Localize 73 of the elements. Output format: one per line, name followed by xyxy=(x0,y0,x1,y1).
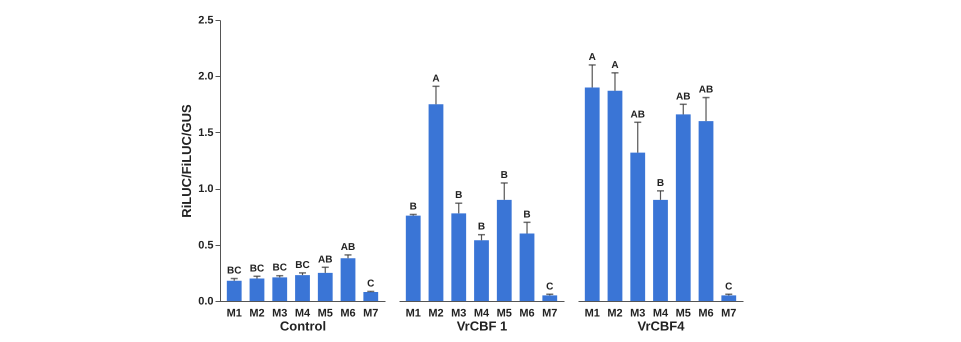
x-tick-label: M5 xyxy=(676,308,691,320)
x-tick-label: M6 xyxy=(698,308,714,320)
x-tick-label: M2 xyxy=(249,308,265,320)
x-tick-label: M4 xyxy=(294,308,312,320)
annotation: BC xyxy=(250,263,264,274)
bar xyxy=(318,272,333,301)
x-tick-label: M1 xyxy=(406,308,421,320)
annotation: B xyxy=(455,190,462,202)
y-tick-label: 2.0 xyxy=(198,70,214,83)
annotation: AB xyxy=(630,109,645,120)
x-tick-label: M3 xyxy=(272,308,288,320)
bar xyxy=(250,278,264,301)
annotation: AB xyxy=(318,254,332,266)
bar xyxy=(474,240,489,301)
x-tick-label: M5 xyxy=(496,308,512,320)
x-tick-label: M1 xyxy=(584,308,600,320)
annotation: BC xyxy=(272,262,287,274)
bar xyxy=(226,280,242,301)
annotation: C xyxy=(367,278,374,290)
annotation: B xyxy=(478,222,486,233)
bar xyxy=(584,87,600,301)
bar xyxy=(406,216,421,301)
x-tick-label: M6 xyxy=(519,308,535,320)
x-axis-title: VrCBF 1 xyxy=(456,318,508,334)
annotation: B xyxy=(500,170,508,181)
bar xyxy=(272,277,288,301)
bar xyxy=(653,200,668,301)
bar xyxy=(542,295,558,301)
annotation: A xyxy=(432,73,440,84)
annotation: B xyxy=(410,201,417,212)
y-tick-label: 2.5 xyxy=(198,14,214,26)
bar xyxy=(676,114,691,301)
annotation: B xyxy=(656,178,664,189)
annotation: BC xyxy=(227,266,242,277)
x-axis-title: VrCBF4 xyxy=(638,318,686,334)
x-axis-title: Control xyxy=(280,318,326,334)
bar xyxy=(340,258,356,301)
x-tick-label: M4 xyxy=(474,308,490,320)
bar xyxy=(698,121,714,301)
bar xyxy=(520,234,534,301)
x-tick-label: M7 xyxy=(721,308,736,320)
y-axis-title: RiLUC/FiLUC/GUS xyxy=(179,104,194,218)
bar xyxy=(496,200,512,301)
x-tick-label: M3 xyxy=(630,308,646,320)
x-tick-label: M2 xyxy=(428,308,444,320)
x-tick-label: M6 xyxy=(340,308,356,320)
y-tick-label: 0.5 xyxy=(198,239,214,252)
x-tick-label: M7 xyxy=(363,308,378,320)
annotation: AB xyxy=(340,242,356,253)
annotation: AB xyxy=(698,84,714,96)
bar xyxy=(451,213,466,301)
x-tick-label: M1 xyxy=(226,308,242,320)
bar xyxy=(630,152,646,301)
y-tick-label: 1.5 xyxy=(198,126,214,139)
annotation: AB xyxy=(676,91,690,102)
bar xyxy=(295,275,310,301)
y-tick-label: 1.0 xyxy=(198,183,214,196)
x-tick-label: M7 xyxy=(542,308,558,320)
x-tick-label: M5 xyxy=(318,308,333,320)
bar xyxy=(721,295,736,301)
bar xyxy=(363,292,378,301)
bar xyxy=(608,90,622,301)
bar xyxy=(428,104,444,301)
y-tick-label: 0.0 xyxy=(198,296,214,308)
annotation: C xyxy=(725,281,732,292)
annotation: B xyxy=(523,209,531,220)
annotation: A xyxy=(611,60,619,71)
x-tick-label: M3 xyxy=(451,308,466,320)
annotation: C xyxy=(546,281,554,292)
annotation: A xyxy=(588,52,596,63)
x-tick-label: M2 xyxy=(607,308,623,320)
annotation: BC xyxy=(295,260,310,271)
x-tick-label: M4 xyxy=(652,308,670,320)
